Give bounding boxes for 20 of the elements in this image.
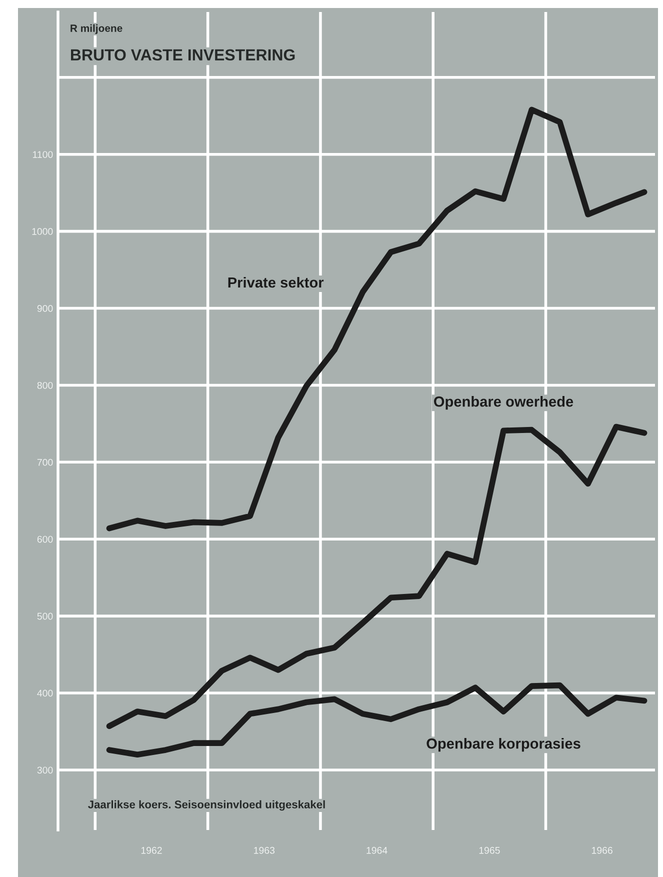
annotation: Jaarlikse koers. Seisoensinvloed uitgeskakel [88,800,325,811]
y-tick-label: 600 [37,536,53,543]
x-tick-label: 1964 [366,846,388,854]
text: Private sektor [228,276,324,288]
x-tick-label: 1962 [141,846,162,854]
y-tick-label: 500 [37,612,53,620]
y-axis-title: R miljoene [70,24,122,34]
x-tick-label: 1963 [254,846,275,854]
text: BRUTO VASTE INVESTERING [71,49,295,61]
y-tick-label: 800 [37,382,53,389]
x-tick-label: 1965 [479,846,500,854]
x-tick-label: 1966 [592,846,612,854]
y-tick-label: 300 [37,766,53,774]
y-tick-label: 900 [37,305,53,312]
series-label: Openbare korporasies [426,738,580,752]
y-tick-label: 400 [37,690,53,697]
y-tick-label: 1100 [32,151,53,158]
series-label: Openbare owerhede [434,396,574,410]
y-tick-label: 700 [37,458,53,466]
y-tick-label: 1000 [32,228,53,235]
